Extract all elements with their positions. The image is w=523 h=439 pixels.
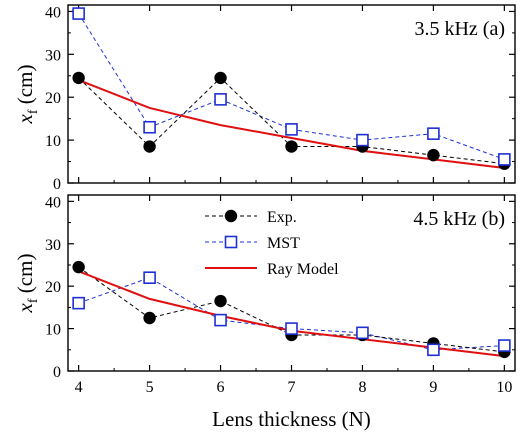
y-tick-label: 20	[45, 279, 61, 296]
y-axis-title-var: x	[13, 302, 37, 313]
legend-label-exp: Exp.	[267, 209, 297, 226]
data-point-exp	[143, 140, 156, 153]
data-point-exp	[214, 294, 227, 308]
data-point-mst	[356, 326, 369, 340]
data-point-mst	[72, 296, 85, 310]
series-line-ray-model	[78, 270, 505, 358]
x-tick-label: 4	[75, 379, 83, 396]
x-axis-title: Lens thickness (N)	[212, 407, 371, 431]
data-point-exp	[285, 140, 298, 153]
data-point-exp	[143, 311, 156, 325]
legend-marker-exp	[224, 209, 238, 223]
data-point-exp	[427, 148, 440, 162]
legend-entry-ray: Ray Model	[205, 261, 339, 278]
data-point-mst	[285, 123, 298, 136]
data-point-mst	[427, 127, 440, 140]
y-tick-label: 0	[53, 176, 61, 193]
legend-entry-exp: Exp.	[205, 209, 297, 226]
y-tick-label: 10	[45, 322, 61, 339]
data-point-mst	[356, 133, 369, 147]
legend-entry-mst: MST	[205, 235, 300, 252]
legend-marker-mst	[224, 235, 238, 249]
data-point-exp	[72, 71, 85, 85]
y-tick-label: 0	[53, 364, 61, 381]
y-tick-label: 40	[45, 4, 61, 21]
y-tick-label: 10	[45, 133, 61, 150]
data-point-exp	[72, 260, 85, 274]
x-tick-label: 8	[358, 379, 366, 396]
data-point-exp	[214, 71, 227, 85]
panel-label: 4.5 kHz (b)	[413, 208, 505, 230]
chart-panel-b: 4 5 6 7 8 9 10 0 10 20 30 40 xf (cm) Lens thickness (…	[13, 194, 516, 431]
y-axis-title-subscript: f	[26, 109, 41, 114]
panel-label: 3.5 kHz (a)	[414, 18, 505, 40]
y-axis-title-subscript: f	[26, 298, 41, 303]
y-axis-title: xf (cm)	[13, 254, 41, 314]
legend-label-mst: MST	[267, 235, 300, 252]
data-point-mst	[143, 271, 156, 284]
x-tick-label: 7	[288, 379, 296, 396]
data-point-mst	[498, 339, 511, 352]
data-point-mst	[427, 343, 440, 357]
y-tick-label: 40	[45, 194, 61, 211]
data-point-mst	[72, 7, 85, 20]
y-axis-title-var: x	[13, 113, 37, 124]
data-point-mst	[214, 93, 227, 106]
data-point-mst	[143, 120, 156, 134]
x-tick-label: 5	[146, 379, 154, 396]
y-axis-title-unit: (cm)	[13, 65, 37, 110]
data-point-mst	[214, 313, 227, 327]
data-point-mst	[285, 322, 298, 335]
x-tick-label: 6	[217, 379, 225, 396]
y-axis-title: xf (cm)	[13, 65, 41, 125]
y-tick-label: 30	[45, 47, 61, 64]
y-axis-title-unit: (cm)	[13, 254, 37, 299]
data-point-mst	[498, 153, 511, 166]
chart-panel-a: 0 10 20 30 40 xf (cm) 3.5 kHz (a)	[13, 4, 516, 193]
x-tick-label: 10	[496, 379, 512, 396]
y-tick-label: 30	[45, 237, 61, 254]
y-tick-label: 20	[45, 90, 61, 107]
legend-label-ray: Ray Model	[267, 261, 339, 278]
x-tick-label: 9	[429, 379, 437, 396]
